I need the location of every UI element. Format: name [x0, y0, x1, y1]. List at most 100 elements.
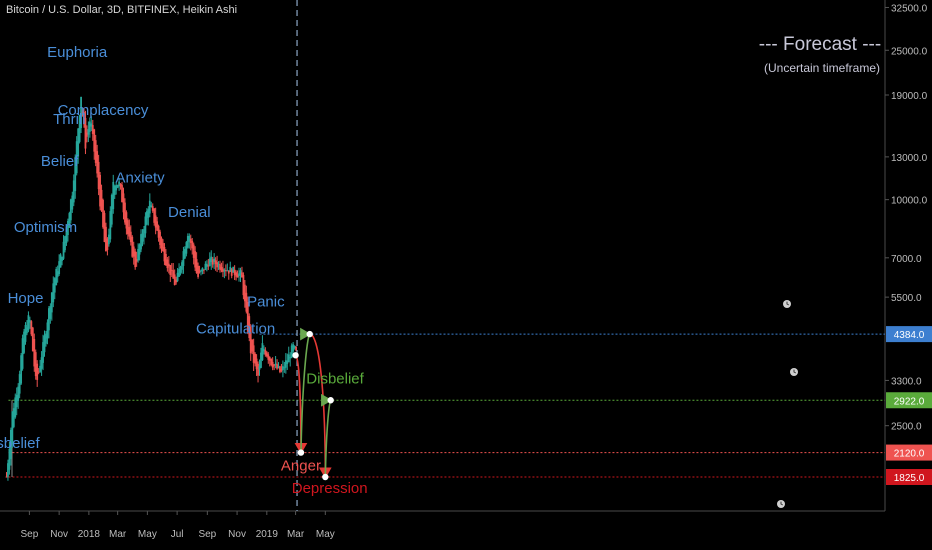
candle-body — [20, 355, 23, 384]
forecast-point[interactable] — [297, 449, 305, 456]
candle-body — [189, 238, 192, 243]
forecast-point[interactable] — [292, 352, 299, 359]
candle-body — [28, 319, 31, 323]
candle-body — [153, 208, 156, 223]
level-badge — [886, 326, 932, 343]
candle-body — [103, 212, 106, 242]
price-tick-label: 25000.0 — [891, 46, 928, 57]
candle-body — [203, 269, 205, 271]
phase-label: Disbelief — [306, 370, 364, 387]
candle-body — [265, 352, 268, 357]
candle-body — [185, 242, 188, 254]
candle-body — [151, 206, 154, 211]
candle-body — [135, 259, 138, 262]
candle-body — [48, 308, 50, 331]
time-tick-label: Nov — [50, 529, 68, 540]
candle-body — [239, 270, 242, 275]
candle-body — [140, 234, 142, 250]
candle-body — [154, 215, 157, 228]
candle-body — [24, 325, 27, 342]
level-badge — [886, 444, 932, 461]
candle-body — [50, 292, 53, 313]
candle-body — [67, 221, 69, 236]
phase-label: Hope — [8, 290, 44, 307]
candle-body — [254, 353, 257, 364]
candle-body — [208, 258, 211, 266]
candle-body — [129, 231, 132, 243]
candle-body — [109, 211, 112, 240]
candle-body — [222, 268, 224, 272]
forecast-point[interactable] — [327, 397, 334, 404]
phase-label: Thrill — [53, 111, 86, 128]
candle-body — [23, 331, 25, 353]
candle-body — [102, 199, 104, 228]
candle-body — [26, 327, 28, 334]
candle-body — [194, 251, 197, 268]
candle-body — [267, 354, 270, 360]
candle-body — [105, 226, 107, 252]
candle-body — [235, 272, 237, 277]
candle-body — [56, 271, 59, 277]
candle-body — [137, 248, 140, 261]
candle-body — [55, 269, 58, 286]
phase-label: Belief — [41, 153, 79, 170]
candle-body — [271, 361, 274, 368]
candle-body — [211, 259, 214, 265]
candle-body — [162, 243, 164, 252]
candle-body — [282, 366, 284, 371]
candle-body — [96, 151, 99, 174]
candle-body — [184, 249, 186, 259]
level-badge — [886, 469, 932, 485]
phase-label: Euphoria — [47, 44, 108, 61]
candle-body — [188, 235, 191, 242]
candle-body — [75, 141, 78, 174]
candle-body — [217, 263, 220, 265]
forecast-point[interactable] — [322, 473, 329, 481]
candle-body — [132, 246, 135, 257]
candle-body — [86, 132, 88, 137]
candle-body — [94, 140, 97, 163]
time-tick-label: 2018 — [78, 529, 101, 540]
candle-body — [34, 352, 37, 377]
candle-body — [179, 266, 182, 273]
candle-body — [157, 225, 160, 238]
candle-body — [249, 326, 252, 354]
candle-body — [43, 335, 46, 353]
candle-body — [81, 111, 84, 113]
candle-body — [65, 227, 68, 244]
candle-body — [207, 265, 210, 267]
candle-body — [49, 306, 52, 319]
forecast-arrow — [294, 354, 308, 455]
candle-body — [74, 157, 77, 192]
candle-body — [205, 263, 208, 267]
candle-body — [115, 184, 118, 191]
candle-body — [170, 269, 173, 271]
forecast-point[interactable] — [306, 330, 313, 338]
candle-body — [59, 254, 62, 268]
candle-body — [131, 236, 134, 257]
candle-body — [182, 251, 185, 266]
level-badge-label: 2120.0 — [894, 449, 925, 460]
candle-body — [128, 227, 131, 237]
time-tick-label: Sep — [198, 529, 216, 540]
candle-body — [33, 338, 36, 367]
level-badge-label: 2922.0 — [894, 396, 925, 407]
time-tick-label: May — [138, 529, 157, 540]
candle-body — [93, 129, 96, 152]
forecast-arrow — [309, 333, 332, 479]
candle-body — [258, 366, 261, 370]
candle-body — [160, 238, 163, 249]
candle-body — [62, 241, 65, 259]
candle-body — [27, 315, 30, 331]
candle-body — [236, 274, 239, 278]
phase-label: Denial — [168, 204, 211, 221]
candle-body — [148, 200, 151, 214]
candle-body — [17, 386, 20, 401]
candle-body — [134, 251, 137, 268]
candle-body — [178, 268, 180, 277]
time-tick-label: 2019 — [256, 529, 279, 540]
price-tick-label: 5500.0 — [891, 293, 922, 304]
candle-body — [64, 236, 66, 251]
